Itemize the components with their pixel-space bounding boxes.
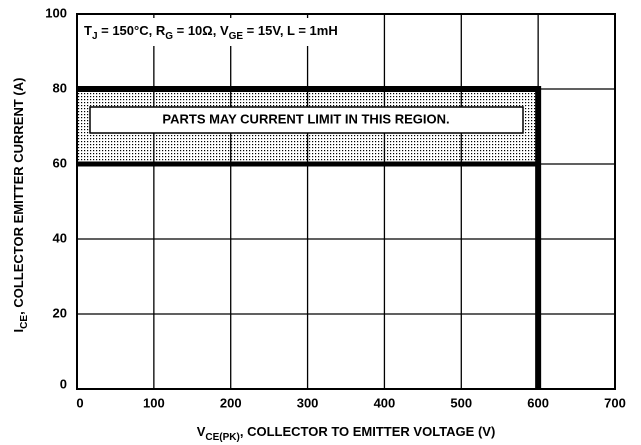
- x-tick-label: 300: [297, 395, 319, 410]
- x-tick-label: 500: [450, 395, 472, 410]
- x-tick-label: 400: [374, 395, 396, 410]
- region-label-box: [89, 106, 524, 134]
- y-tick-label: 100: [45, 5, 67, 20]
- y-axis-label: ICE, COLLECTOR EMITTER CURRENT (A): [11, 78, 29, 333]
- x-axis-label: VCE(PK), COLLECTOR TO EMITTER VOLTAGE (V…: [197, 424, 496, 442]
- y-tick-label: 20: [53, 305, 67, 320]
- x-tick-label: 600: [527, 395, 549, 410]
- x-tick-label: 100: [143, 395, 165, 410]
- y-tick-label: 40: [53, 230, 67, 245]
- plot-frame: [76, 13, 616, 390]
- annotation: TJ = 150°C, RG = 10Ω, VGE = 15V, L = 1mH: [84, 23, 338, 41]
- x-tick-label: 700: [604, 395, 626, 410]
- region-label: PARTS MAY CURRENT LIMIT IN THIS REGION.: [162, 111, 449, 126]
- annotation-bg: [79, 18, 324, 46]
- x-tick-label: 0: [76, 395, 83, 410]
- y-tick-label: 0: [60, 376, 67, 391]
- y-tick-label: 80: [53, 80, 67, 95]
- boundary-line: [77, 86, 542, 389]
- y-tick-label: 60: [53, 155, 67, 170]
- x-tick-label: 200: [220, 395, 242, 410]
